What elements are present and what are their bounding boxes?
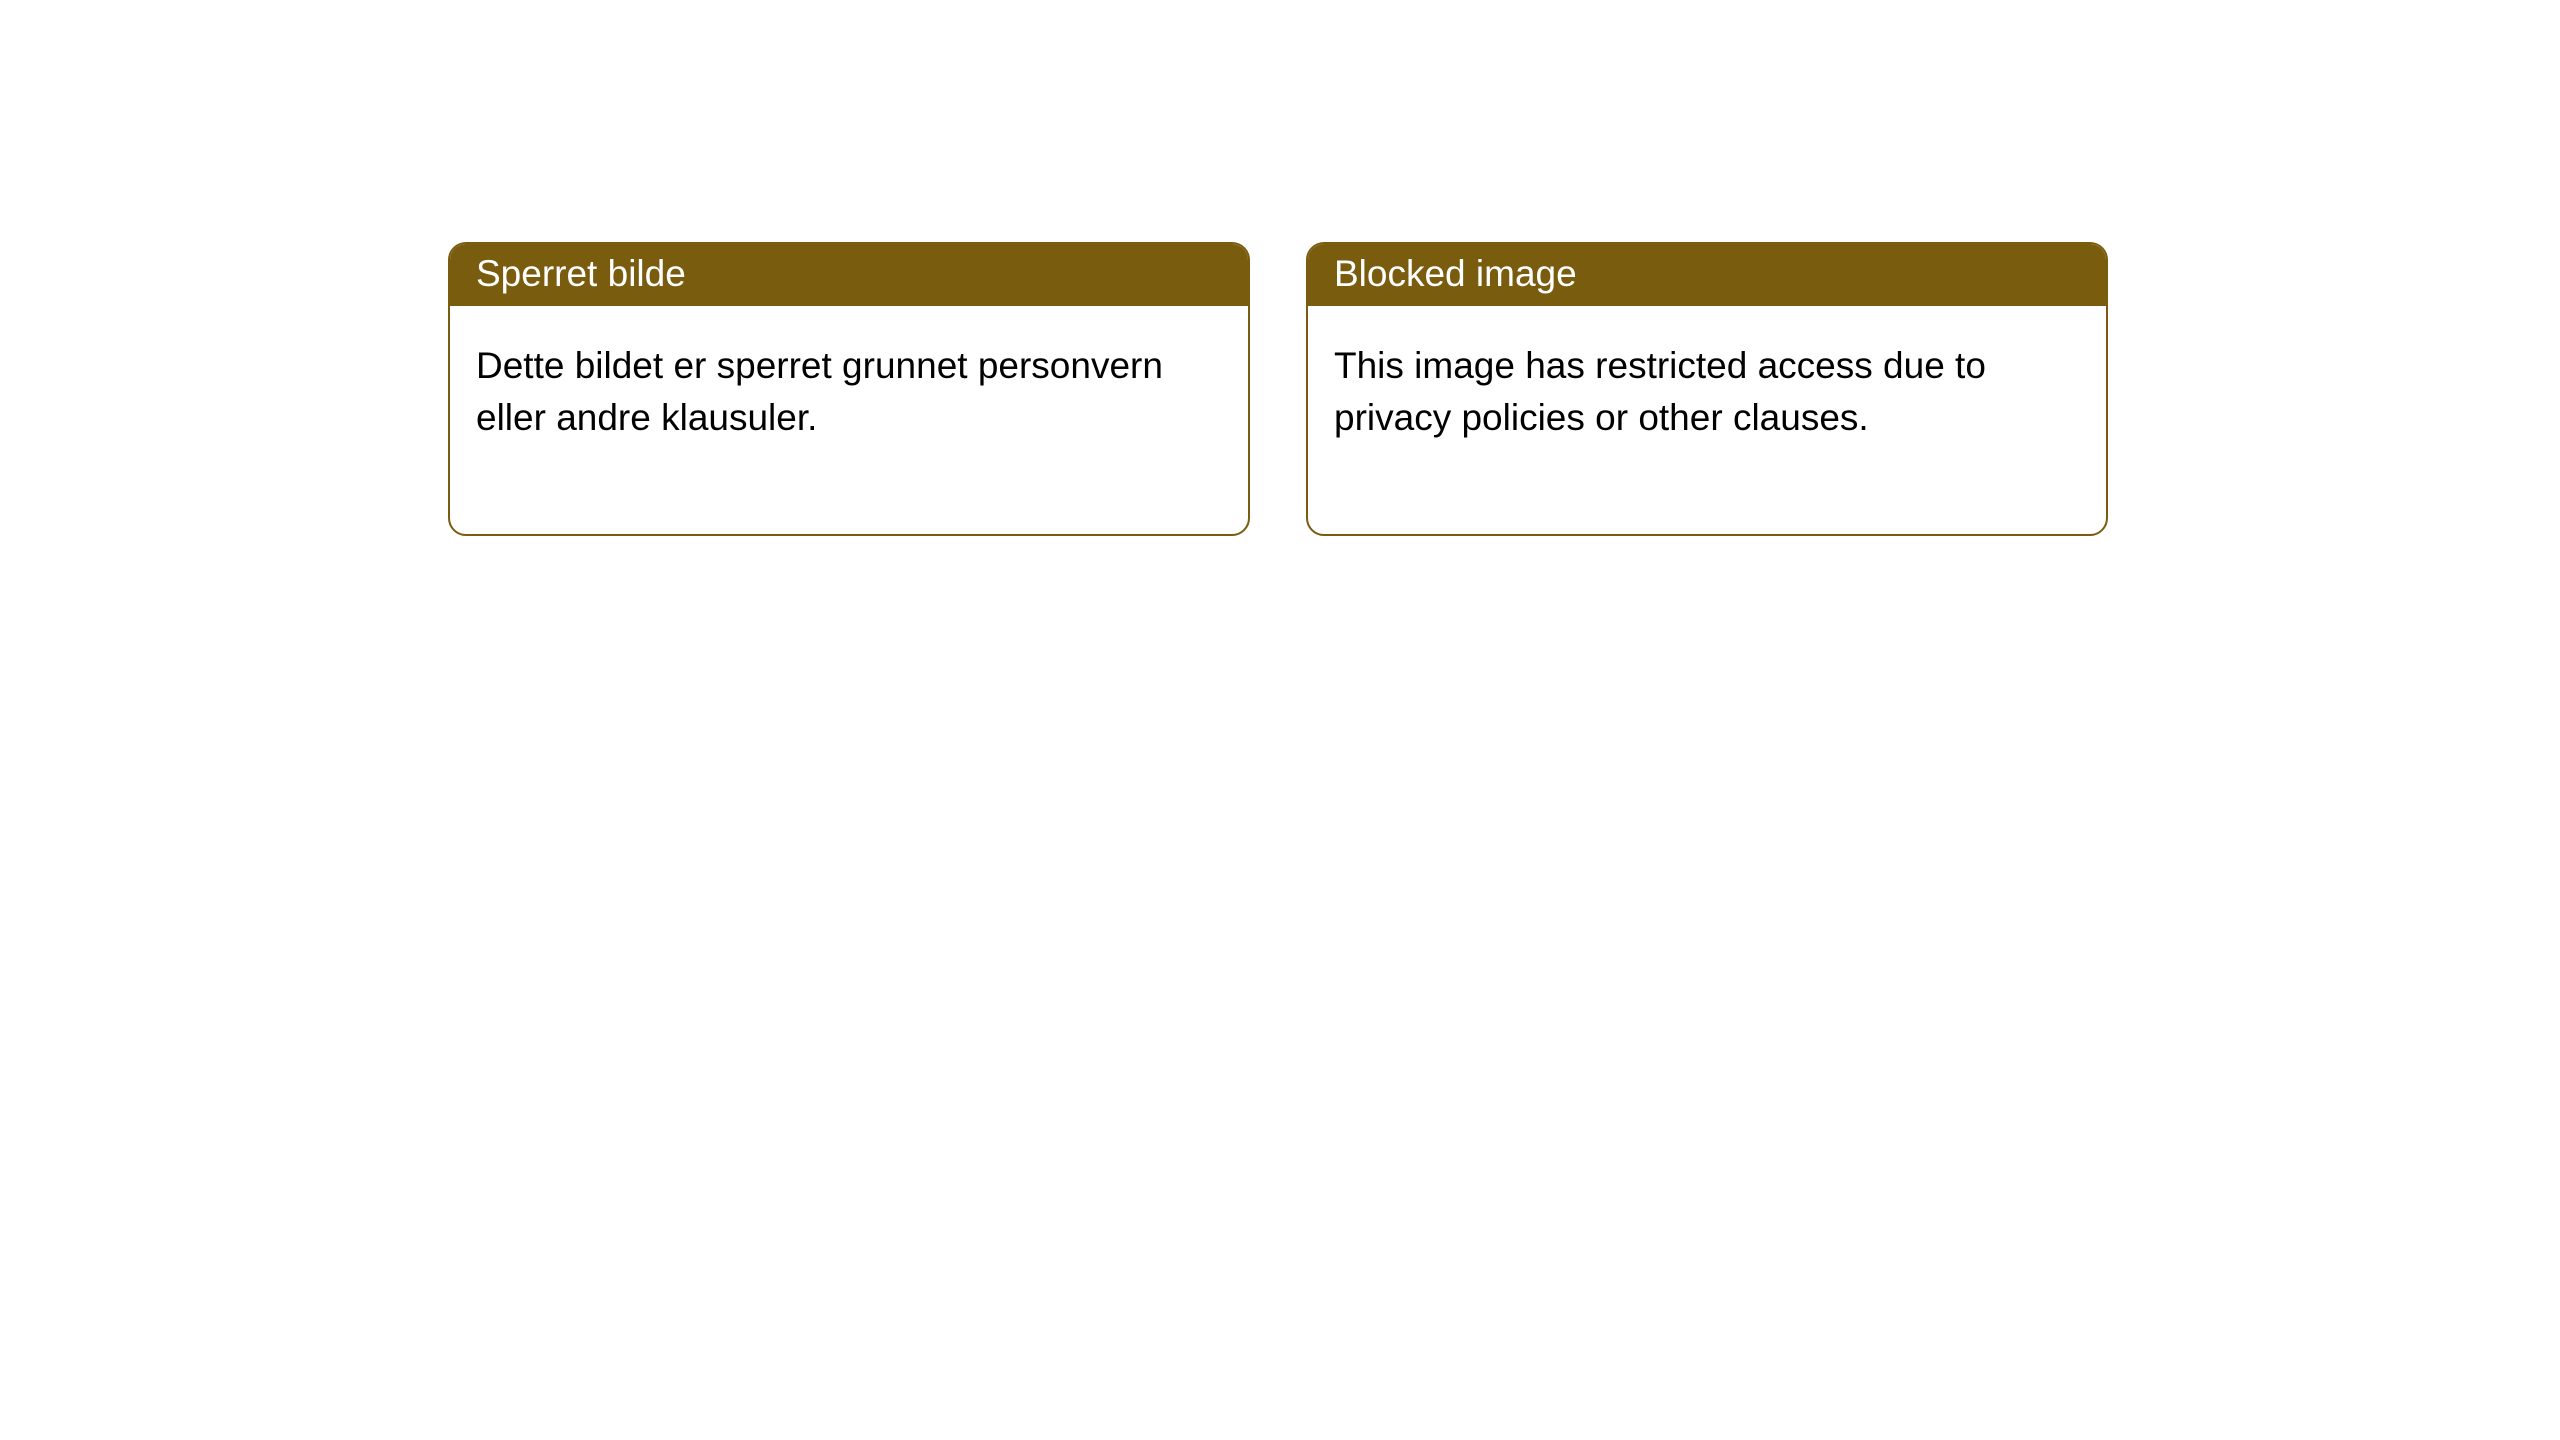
notice-header: Sperret bilde	[450, 244, 1248, 306]
notice-body: Dette bildet er sperret grunnet personve…	[450, 306, 1248, 534]
notice-card-norwegian: Sperret bilde Dette bildet er sperret gr…	[448, 242, 1250, 536]
notice-container: Sperret bilde Dette bildet er sperret gr…	[0, 0, 2560, 536]
notice-header: Blocked image	[1308, 244, 2106, 306]
notice-body: This image has restricted access due to …	[1308, 306, 2106, 534]
notice-card-english: Blocked image This image has restricted …	[1306, 242, 2108, 536]
